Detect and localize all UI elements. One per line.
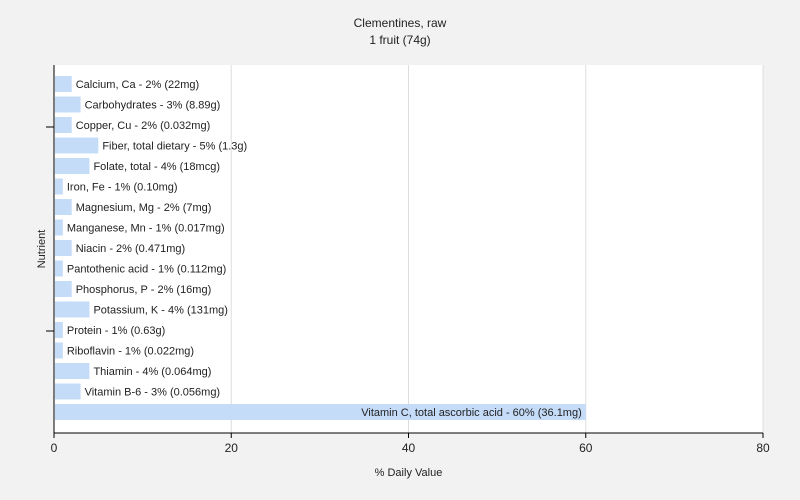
bar-label: Phosphorus, P - 2% (16mg) (76, 284, 212, 296)
x-tick-label: 60 (579, 441, 593, 455)
bar (55, 322, 63, 338)
bar-label: Potassium, K - 4% (131mg) (93, 305, 228, 317)
bar (55, 281, 72, 297)
bar-label: Manganese, Mn - 1% (0.017mg) (67, 223, 225, 235)
x-axis-title: % Daily Value (375, 467, 443, 479)
chart-title: Clementines, raw (353, 16, 447, 30)
bar-label: Riboflavin - 1% (0.022mg) (67, 346, 194, 358)
bar-label: Thiamin - 4% (0.064mg) (93, 366, 211, 378)
bar-label: Iron, Fe - 1% (0.10mg) (67, 182, 178, 194)
bar (55, 301, 90, 318)
bar (55, 117, 72, 133)
bar (55, 199, 72, 215)
bar-label: Magnesium, Mg - 2% (7mg) (76, 202, 212, 214)
x-tick-label: 40 (402, 441, 416, 455)
chart-subtitle: 1 fruit (74g) (369, 33, 431, 47)
bar (55, 96, 81, 113)
bar-label: Vitamin B-6 - 3% (0.056mg) (85, 387, 221, 399)
bar-label: Niacin - 2% (0.471mg) (76, 243, 185, 255)
x-tick-label: 0 (51, 441, 58, 455)
bar (55, 260, 63, 277)
x-tick-label: 20 (225, 441, 239, 455)
bar (55, 404, 586, 420)
bar (55, 137, 99, 154)
bar (55, 178, 63, 195)
bar-label: Pantothenic acid - 1% (0.112mg) (67, 264, 226, 276)
bar-label: Folate, total - 4% (18mcg) (93, 161, 220, 173)
bar-label: Calcium, Ca - 2% (22mg) (76, 79, 199, 91)
bar (55, 158, 90, 174)
bar-label: Copper, Cu - 2% (0.032mg) (76, 120, 211, 132)
bar-label: Protein - 1% (0.63g) (67, 325, 165, 337)
y-axis-title: Nutrient (36, 230, 48, 269)
bar-label: Fiber, total dietary - 5% (1.3g) (102, 141, 247, 153)
bar (55, 240, 72, 256)
bar (55, 342, 63, 359)
bar (55, 363, 90, 379)
bar-label: Vitamin C, total ascorbic acid - 60% (36… (361, 407, 582, 419)
bar (55, 383, 81, 400)
bar (55, 219, 63, 236)
bar-label: Carbohydrates - 3% (8.89g) (85, 100, 221, 112)
bar (55, 76, 72, 92)
x-tick-label: 80 (756, 441, 770, 455)
